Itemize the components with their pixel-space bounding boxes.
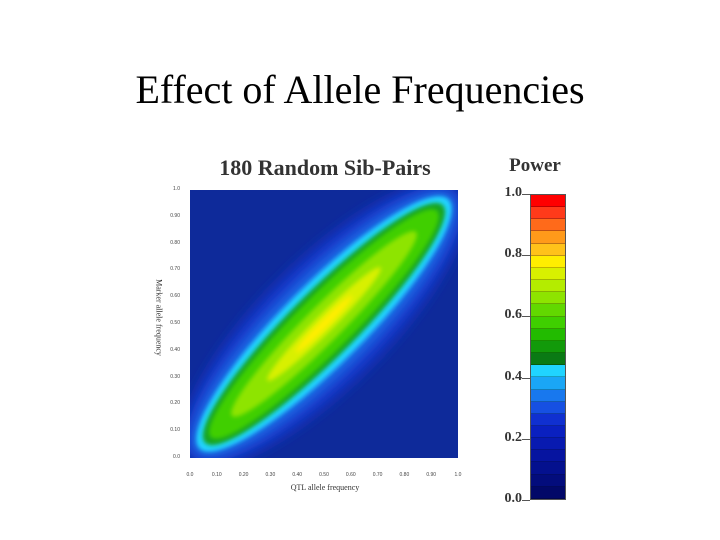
x-tick-label: 0.40 bbox=[292, 472, 303, 478]
heatmap-title: 180 Random Sib-Pairs bbox=[219, 155, 431, 180]
colorbar-segment bbox=[531, 425, 565, 439]
colorbar-segment bbox=[531, 365, 565, 378]
colorbar-segment bbox=[531, 328, 565, 341]
x-tick-label: 0.10 bbox=[211, 472, 222, 478]
colorbar-tick bbox=[522, 316, 530, 318]
y-tick-label: 0.10 bbox=[170, 427, 180, 434]
colorbar-segment bbox=[531, 267, 565, 281]
colorbar-segment bbox=[531, 255, 565, 268]
colorbar-tick bbox=[522, 377, 530, 379]
colorbar-label: 0.0 bbox=[504, 491, 523, 506]
colorbar-label: 0.4 bbox=[504, 368, 523, 384]
x-tick-label: 0.90 bbox=[426, 472, 437, 478]
x-tick-label: 0.50 bbox=[319, 472, 329, 478]
x-tick-label: 0.0 bbox=[186, 472, 194, 478]
power-contour-7 bbox=[295, 295, 353, 353]
colorbar bbox=[530, 194, 566, 500]
y-tick-label: 0.40 bbox=[170, 346, 180, 353]
y-tick-label: 0.80 bbox=[170, 239, 180, 246]
colorbar-tick bbox=[522, 438, 530, 440]
colorbar-label: 0.2 bbox=[504, 429, 523, 445]
colorbar-title: Power bbox=[509, 155, 561, 176]
colorbar-segment bbox=[531, 316, 565, 329]
colorbar-tick bbox=[522, 194, 530, 195]
colorbar-segment bbox=[531, 413, 565, 426]
colorbar-segment bbox=[531, 292, 565, 305]
colorbar-segment bbox=[531, 486, 565, 499]
colorbar-segment bbox=[531, 474, 565, 487]
y-tick-label: 0.20 bbox=[170, 400, 180, 407]
y-tick-label: 0.0 bbox=[173, 454, 180, 460]
colorbar-segment bbox=[531, 389, 565, 402]
heatmap-plot-area bbox=[190, 190, 458, 458]
colorbar-segment bbox=[531, 450, 565, 463]
x-tick-label: 0.70 bbox=[372, 472, 383, 478]
colorbar-segment bbox=[531, 377, 565, 390]
colorbar-tick bbox=[522, 255, 530, 257]
slide-title: Effect of Allele Frequencies bbox=[135, 67, 585, 112]
colorbar-segment bbox=[531, 438, 565, 451]
colorbar-label: 0.6 bbox=[504, 307, 523, 323]
colorbar-segment bbox=[531, 231, 565, 244]
x-tick-label: 0.30 bbox=[265, 472, 276, 478]
colorbar-segment bbox=[531, 353, 565, 366]
colorbar-tick bbox=[522, 500, 530, 501]
colorbar-label: 0.8 bbox=[504, 246, 523, 262]
colorbar-segment bbox=[531, 340, 565, 354]
colorbar-segment bbox=[531, 401, 565, 414]
colorbar-segment bbox=[531, 195, 565, 208]
y-tick-label: 1.0 bbox=[173, 186, 180, 192]
y-axis-label: Marker allele frequency bbox=[154, 279, 164, 356]
x-tick-label: 0.80 bbox=[399, 472, 410, 478]
colorbar-segment bbox=[531, 219, 565, 232]
colorbar-segment bbox=[531, 280, 565, 293]
x-tick-label: 1.0 bbox=[454, 472, 462, 478]
y-tick-label: 0.50 bbox=[170, 320, 180, 326]
heatmap-svg bbox=[190, 190, 458, 458]
x-axis-label: QTL allele frequency bbox=[290, 483, 360, 492]
colorbar-segment bbox=[531, 207, 565, 220]
colorbar-label: 1.0 bbox=[504, 185, 523, 200]
x-tick-label: 0.60 bbox=[345, 472, 356, 478]
x-tick-label: 0.20 bbox=[238, 472, 249, 478]
y-tick-label: 0.70 bbox=[170, 266, 180, 273]
colorbar-segment bbox=[531, 304, 565, 317]
colorbar-segment bbox=[531, 243, 565, 256]
y-tick-label: 0.60 bbox=[170, 293, 180, 300]
y-tick-label: 0.30 bbox=[170, 373, 180, 380]
y-tick-label: 0.90 bbox=[170, 212, 180, 219]
colorbar-segment bbox=[531, 462, 565, 475]
